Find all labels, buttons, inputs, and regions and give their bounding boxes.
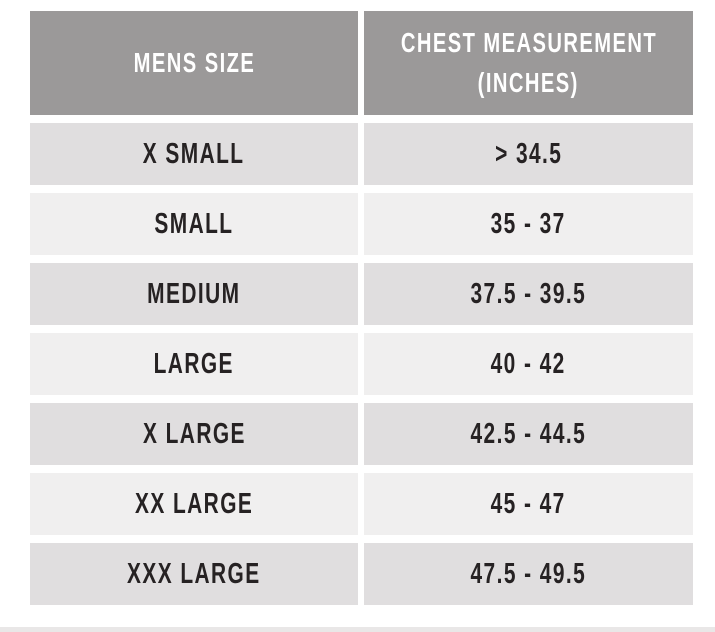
table-row: XX LARGE 45 - 47 [30,473,693,535]
page-section-divider [0,627,715,632]
size-value: LARGE [153,347,235,380]
chest-value: 42.5 - 44.5 [470,417,587,450]
header-label-mens-size: MENS SIZE [133,47,255,78]
size-cell: LARGE [30,333,358,395]
chest-measurement-cell: 47.5 - 49.5 [364,543,693,605]
size-value: X LARGE [142,417,246,450]
size-cell: X SMALL [30,123,358,185]
chest-value: 35 - 37 [490,207,567,240]
size-cell: X LARGE [30,403,358,465]
chest-value: > 34.5 [494,137,563,170]
table-row: MEDIUM 37.5 - 39.5 [30,263,693,325]
size-cell: MEDIUM [30,263,358,325]
header-label-chest-measurement-line1: CHEST MEASUREMENT [400,27,657,58]
chest-value: 47.5 - 49.5 [470,557,587,590]
size-cell: XX LARGE [30,473,358,535]
table-body: X SMALL > 34.5 SMALL 35 - 37 MEDIUM 37.5… [30,123,693,605]
table-header-row: MENS SIZE CHEST MEASUREMENT (INCHES) [30,11,693,115]
size-value: XX LARGE [134,487,254,520]
table-row: SMALL 35 - 37 [30,193,693,255]
table-row: LARGE 40 - 42 [30,333,693,395]
header-label-chest-measurement-line2: (INCHES) [477,67,580,98]
chest-measurement-cell: 40 - 42 [364,333,693,395]
size-chart-table: MENS SIZE CHEST MEASUREMENT (INCHES) X S… [30,11,693,605]
table-row: X SMALL > 34.5 [30,123,693,185]
size-value: X SMALL [143,137,245,170]
chest-measurement-cell: > 34.5 [364,123,693,185]
size-value: MEDIUM [147,277,241,310]
header-cell-chest-measurement: CHEST MEASUREMENT (INCHES) [364,11,693,115]
chest-measurement-cell: 37.5 - 39.5 [364,263,693,325]
chest-value: 37.5 - 39.5 [470,277,587,310]
size-cell: SMALL [30,193,358,255]
size-value: XXX LARGE [127,557,261,590]
chest-value: 40 - 42 [490,347,567,380]
size-cell: XXX LARGE [30,543,358,605]
header-cell-mens-size: MENS SIZE [30,11,358,115]
table-row: X LARGE 42.5 - 44.5 [30,403,693,465]
table-row: XXX LARGE 47.5 - 49.5 [30,543,693,605]
size-value: SMALL [154,207,234,240]
chest-measurement-cell: 45 - 47 [364,473,693,535]
chest-measurement-cell: 42.5 - 44.5 [364,403,693,465]
chest-value: 45 - 47 [490,487,567,520]
chest-measurement-cell: 35 - 37 [364,193,693,255]
